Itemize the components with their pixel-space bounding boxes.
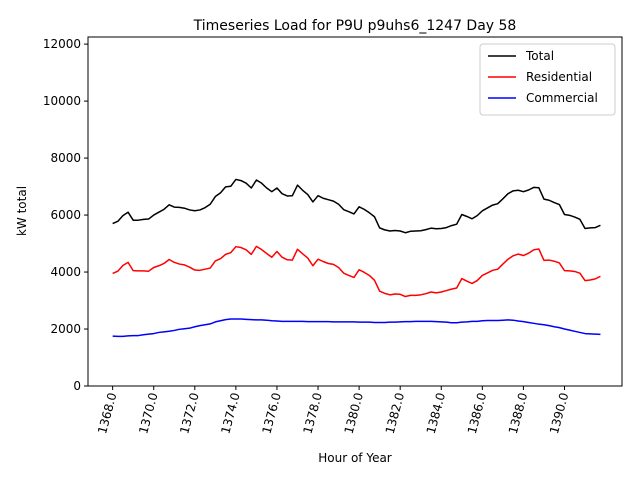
series-line-total <box>112 178 601 234</box>
y-tick-label: 12000 <box>43 37 81 51</box>
y-tick-label: 6000 <box>50 208 81 222</box>
legend: Total Residential Commercial <box>479 43 616 116</box>
legend-label-total: Total <box>525 49 554 63</box>
y-tick-label: 2000 <box>50 322 81 336</box>
series-line-commercial <box>112 318 601 338</box>
y-axis: 0 2000 4000 6000 8000 10000 12000 <box>43 37 88 393</box>
y-tick-label: 10000 <box>43 94 81 108</box>
series-line-residential <box>112 245 601 298</box>
legend-label-residential: Residential <box>526 70 592 84</box>
y-axis-title: kW total <box>15 186 29 236</box>
y-tick-label: 4000 <box>50 265 81 279</box>
chart-title: Timeseries Load for P9U p9uhs6_1247 Day … <box>193 18 517 34</box>
y-tick-label: 8000 <box>50 151 81 165</box>
y-tick-label: 0 <box>73 379 81 393</box>
x-axis-title: Hour of Year <box>318 451 392 465</box>
plot-frame <box>87 36 623 387</box>
series-layer <box>112 178 601 338</box>
legend-label-commercial: Commercial <box>526 91 598 105</box>
